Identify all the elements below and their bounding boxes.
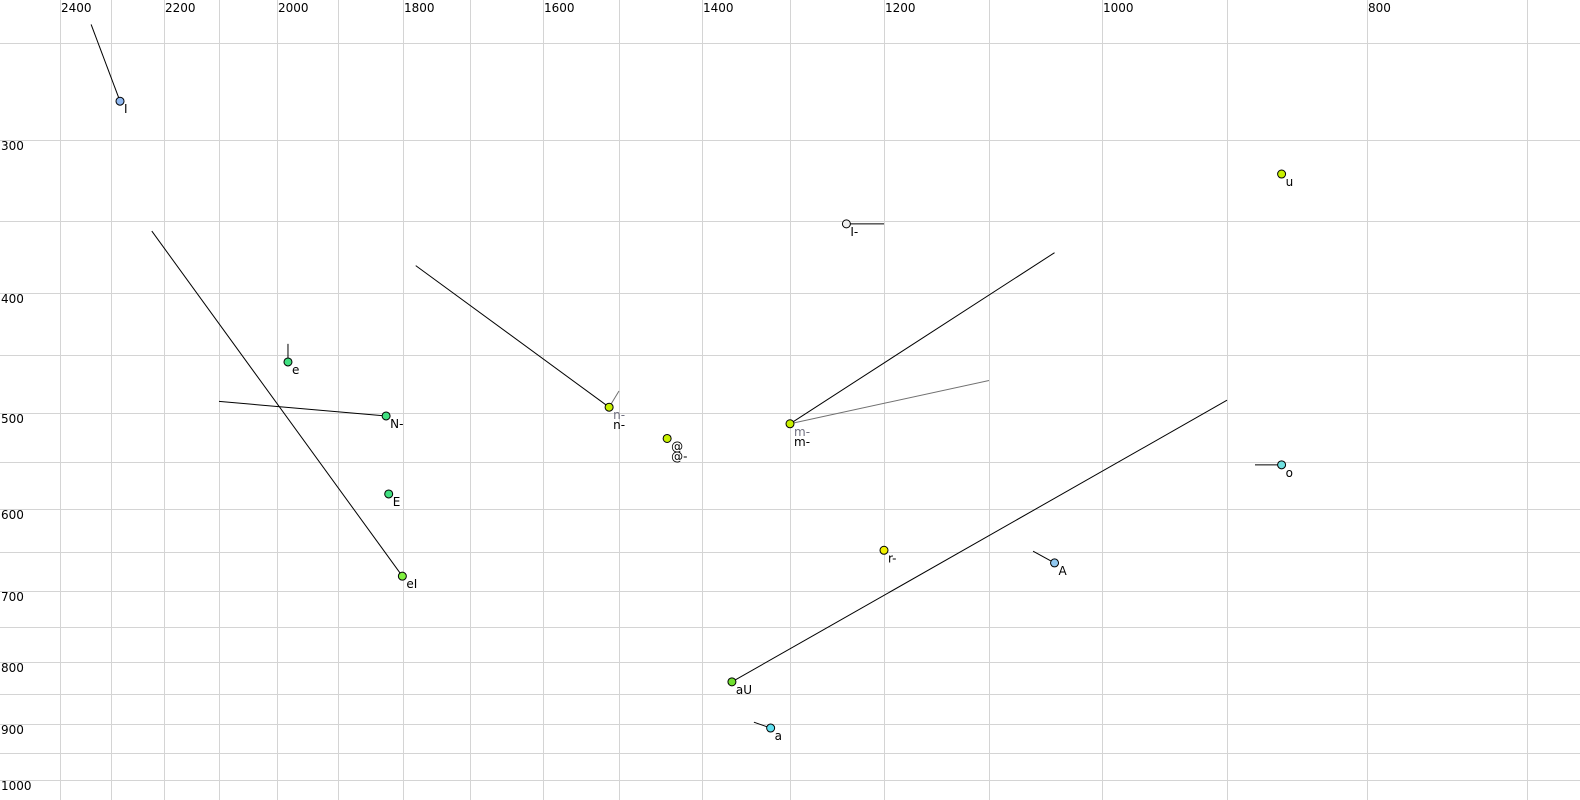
vowel-point bbox=[727, 677, 737, 687]
y-tick-label: 500 bbox=[1, 412, 24, 426]
vowel-label-secondary: m- bbox=[794, 425, 810, 439]
x-tick-label: 1400 bbox=[703, 1, 734, 15]
y-tick-label: 700 bbox=[1, 590, 24, 604]
vowel-point bbox=[766, 723, 776, 733]
y-tick-label: 900 bbox=[1, 723, 24, 737]
x-tick-label: 1800 bbox=[404, 1, 435, 15]
vowel-label-secondary: @ bbox=[671, 439, 683, 453]
vowel-label: r- bbox=[888, 551, 897, 565]
trails bbox=[90, 24, 1282, 729]
vowel-label: e bbox=[292, 363, 299, 377]
vowel-point bbox=[879, 545, 889, 555]
trajectory-line bbox=[731, 399, 1228, 683]
vowel-label: u bbox=[1286, 175, 1294, 189]
vowel-label-secondary: n- bbox=[613, 408, 625, 422]
vowel-point bbox=[662, 433, 672, 443]
trajectory-line bbox=[90, 24, 121, 102]
x-tick-label: 1600 bbox=[544, 1, 575, 15]
vowel-label: o bbox=[1286, 466, 1293, 480]
y-tick-label: 800 bbox=[1, 661, 24, 675]
vowel-point bbox=[1050, 558, 1060, 568]
trajectory-line bbox=[415, 265, 610, 408]
vowel-label: m- bbox=[794, 435, 810, 449]
vowel-label: E bbox=[393, 495, 401, 509]
vowel-point bbox=[841, 219, 851, 229]
vowel-label: I- bbox=[850, 225, 858, 239]
x-tick-label: 2200 bbox=[165, 1, 196, 15]
y-tick-label: 600 bbox=[1, 508, 24, 522]
x-tick-label: 1000 bbox=[1103, 1, 1134, 15]
vowel-label: A bbox=[1059, 564, 1068, 578]
x-tick-label: 800 bbox=[1368, 1, 1391, 15]
trajectory-line bbox=[218, 400, 387, 417]
trajectory-line bbox=[151, 230, 403, 577]
vowel-point bbox=[1277, 460, 1287, 470]
vowel-point bbox=[604, 402, 614, 412]
vowel-point bbox=[283, 357, 293, 367]
vowel-point bbox=[381, 411, 391, 421]
y-tick-label: 1000 bbox=[1, 779, 32, 793]
vowel-label: aU bbox=[736, 683, 752, 697]
y-tick-label: 300 bbox=[1, 139, 24, 153]
vowel-point bbox=[384, 489, 394, 499]
x-tick-label: 2000 bbox=[278, 1, 309, 15]
vowel-point bbox=[785, 419, 795, 429]
vowel-point bbox=[115, 96, 125, 106]
trajectory-line-secondary bbox=[789, 380, 990, 425]
vowel-label: eI bbox=[406, 577, 417, 591]
y-tick-label: 400 bbox=[1, 292, 24, 306]
points: Iu I-e N-n-n- @@- m-m- Eo eI r- AaU a bbox=[115, 96, 1294, 743]
trajectory-line bbox=[789, 252, 1055, 425]
vowel-label: I bbox=[124, 102, 128, 116]
vowel-point bbox=[397, 571, 407, 581]
vowel-point bbox=[1277, 169, 1287, 179]
tick-labels: 2400 2200 2000 1800 1600 1400 1200 1000 800 300 40… bbox=[1, 1, 1391, 793]
vowel-label: n- bbox=[613, 418, 625, 432]
x-tick-label: 1200 bbox=[885, 1, 916, 15]
vowel-label: a bbox=[775, 729, 782, 743]
x-tick-label: 2400 bbox=[61, 1, 92, 15]
vowel-label: @- bbox=[671, 449, 687, 463]
vowel-label: N- bbox=[390, 417, 403, 431]
